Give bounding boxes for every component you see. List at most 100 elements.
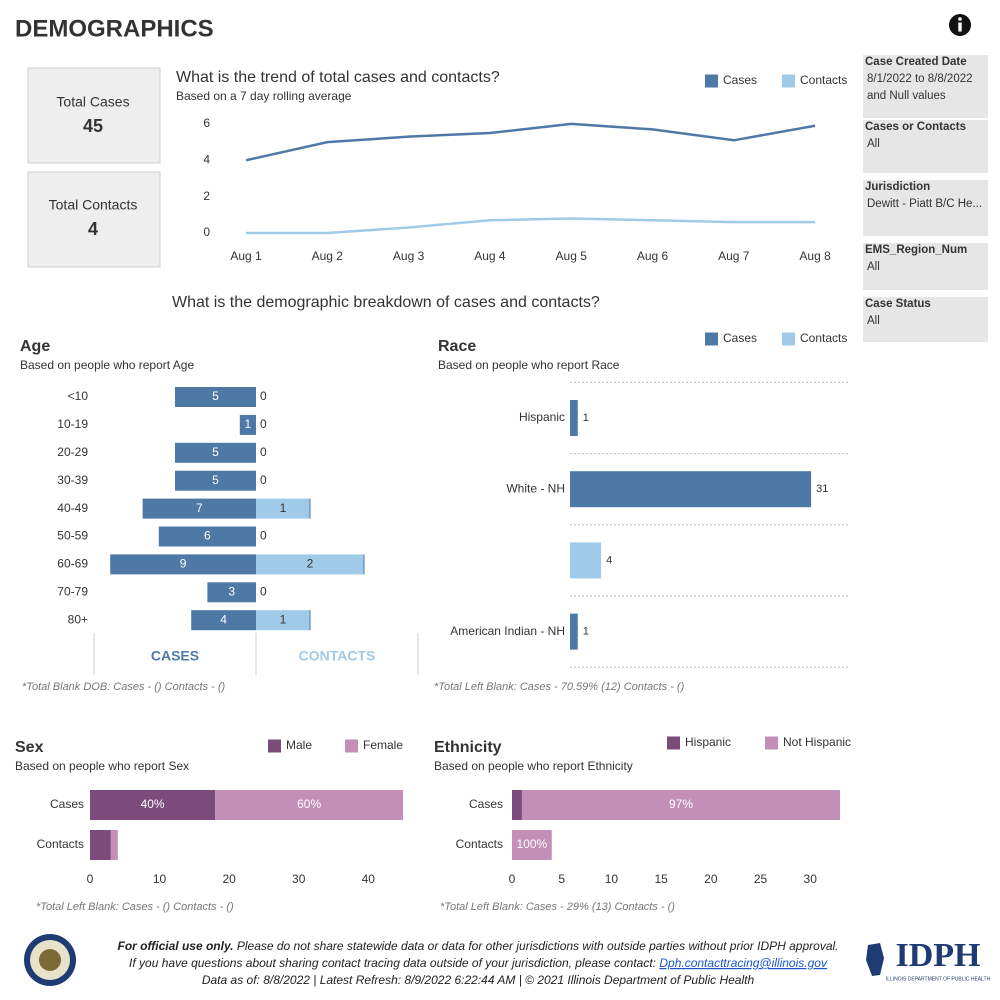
category-label: Cases bbox=[50, 797, 84, 811]
filter-label: Jurisdiction bbox=[865, 181, 930, 193]
filter-box bbox=[863, 180, 988, 236]
x-tick-label: 10 bbox=[605, 872, 619, 886]
value-label: 4 bbox=[220, 612, 227, 626]
legend-label: Contacts bbox=[800, 331, 847, 345]
x-tick-label: 15 bbox=[654, 872, 668, 886]
x-tick-label: Aug 5 bbox=[556, 249, 588, 263]
x-tick-label: Aug 3 bbox=[393, 249, 425, 263]
filter-value: All bbox=[867, 138, 880, 150]
x-tick-label: 0 bbox=[87, 872, 94, 886]
legend-swatch bbox=[345, 739, 358, 753]
legend-swatch bbox=[667, 736, 680, 750]
logo-map bbox=[866, 943, 884, 976]
value-label: 0 bbox=[260, 529, 267, 543]
value-label: 3 bbox=[228, 584, 235, 598]
filter-value: Dewitt - Piatt B/C He... bbox=[867, 198, 982, 210]
y-tick-label: 0 bbox=[203, 225, 210, 239]
filter-box bbox=[863, 55, 988, 118]
category-label: 60-69 bbox=[57, 557, 88, 571]
legend-label: Male bbox=[286, 738, 312, 752]
kpi-value: 45 bbox=[83, 116, 103, 136]
bar bbox=[191, 610, 256, 631]
kpi-label: Total Cases bbox=[56, 94, 129, 110]
legend-label: Female bbox=[363, 738, 403, 752]
value-label: 6 bbox=[204, 529, 211, 543]
bar bbox=[207, 582, 256, 603]
bar-segment bbox=[90, 830, 111, 860]
value-label: 1 bbox=[583, 412, 589, 424]
legend-swatch bbox=[782, 74, 795, 88]
axis-label: CONTACTS bbox=[299, 648, 376, 664]
footnote: *Total Blank DOB: Cases - () Contacts - … bbox=[22, 681, 225, 693]
legend-swatch bbox=[705, 74, 718, 88]
bar-segment bbox=[110, 830, 118, 860]
x-tick-label: 20 bbox=[222, 872, 236, 886]
footer-refresh: Data as of: 8/8/2022 | Latest Refresh: 8… bbox=[202, 973, 755, 987]
bar bbox=[256, 498, 310, 519]
x-tick-label: 10 bbox=[153, 872, 167, 886]
value-label: 2 bbox=[307, 557, 314, 571]
value-label: 1 bbox=[583, 626, 589, 638]
value-label: 1 bbox=[280, 612, 287, 626]
section-heading: What is the demographic breakdown of cas… bbox=[172, 294, 600, 311]
chart-subtitle: Based on people who report Sex bbox=[15, 759, 189, 773]
footer-notice: For official use only. Please do not sha… bbox=[117, 939, 838, 953]
bar-segment bbox=[90, 790, 216, 820]
footer-bold: For official use only. bbox=[117, 939, 233, 953]
filter-label: Case Created Date bbox=[865, 56, 967, 68]
category-label: Contacts bbox=[456, 837, 503, 851]
x-tick-label: 20 bbox=[704, 872, 718, 886]
x-tick-label: Aug 8 bbox=[799, 249, 831, 263]
category-label: Cases bbox=[469, 797, 503, 811]
kpi-label: Total Contacts bbox=[49, 197, 138, 213]
chart-subtitle: Based on people who report Race bbox=[438, 358, 620, 372]
footer-email[interactable]: Dph.contacttracing@illinois.gov bbox=[659, 956, 828, 970]
chart-title: Race bbox=[438, 338, 476, 355]
category-label: 40-49 bbox=[57, 501, 88, 515]
category-label: Hispanic bbox=[519, 410, 565, 424]
kpi-box bbox=[27, 67, 161, 164]
series-line bbox=[246, 217, 816, 235]
x-tick-label: 5 bbox=[558, 872, 565, 886]
bar bbox=[175, 387, 256, 407]
legend-swatch bbox=[268, 739, 281, 753]
x-tick-label: 0 bbox=[509, 872, 516, 886]
filter-value: and Null values bbox=[867, 90, 946, 102]
footnote: *Total Left Blank: Cases - 29% (13) Cont… bbox=[440, 901, 675, 913]
chart-title: What is the trend of total cases and con… bbox=[176, 69, 500, 86]
bar bbox=[158, 526, 256, 547]
kpi-value: 4 bbox=[88, 219, 98, 239]
seal bbox=[24, 934, 76, 986]
bar bbox=[175, 442, 256, 463]
legend-label: Contacts bbox=[800, 73, 847, 87]
value-label: 9 bbox=[180, 557, 187, 571]
legend-label: Not Hispanic bbox=[783, 735, 851, 749]
share-label: 97% bbox=[669, 797, 693, 811]
value-label: 5 bbox=[212, 389, 219, 403]
category-label: 70-79 bbox=[57, 584, 88, 598]
chart-subtitle: Based on people who report Ethnicity bbox=[434, 759, 633, 773]
legend-swatch bbox=[765, 736, 778, 750]
share-label: 60% bbox=[297, 797, 321, 811]
filter-label: Case Status bbox=[865, 298, 931, 310]
category-label: Contacts bbox=[37, 837, 84, 851]
logo: IDPH bbox=[896, 937, 981, 974]
value-label: 31 bbox=[816, 483, 828, 495]
chart-title: Ethnicity bbox=[434, 739, 502, 756]
value-label: 0 bbox=[260, 389, 267, 403]
info-icon[interactable] bbox=[949, 14, 971, 36]
series-line bbox=[245, 122, 816, 162]
axis-label: CASES bbox=[151, 648, 199, 664]
bar bbox=[570, 400, 578, 436]
y-tick-label: 2 bbox=[203, 189, 210, 203]
category-label: 20-29 bbox=[57, 445, 88, 459]
category-label: 50-59 bbox=[57, 529, 88, 543]
bar bbox=[570, 613, 578, 650]
filter-value: All bbox=[867, 315, 880, 327]
filter-value: 8/1/2022 to 8/8/2022 bbox=[867, 73, 973, 85]
logo-sub: ILLINOIS DEPARTMENT OF PUBLIC HEALTH bbox=[886, 976, 991, 982]
value-label: 0 bbox=[260, 445, 267, 459]
category-label: 80+ bbox=[68, 612, 88, 626]
y-tick-label: 6 bbox=[203, 116, 210, 130]
